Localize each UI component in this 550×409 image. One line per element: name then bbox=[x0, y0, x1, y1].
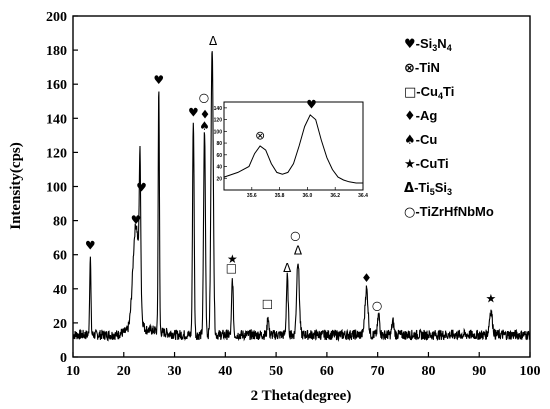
inset-series: 35.6 35.8 36.0 36.2 36.4 20 40 60 80 100 120 140 ⊗ ♥ bbox=[214, 97, 368, 199]
peak-marker: ♥ bbox=[131, 213, 142, 227]
legend-label: -Si bbox=[416, 36, 433, 51]
legend-label: Si bbox=[435, 180, 447, 195]
legend-label: -TiZrHfNbMo bbox=[415, 204, 494, 219]
x-tick-labels: 10 20 30 40 50 60 70 80 90 100 bbox=[66, 364, 541, 379]
legend: ♥-Si3N4⊗-TiN□-Cu4Ti♦-Ag♠-Cu★-CuTiΔ-Ti5Si… bbox=[404, 36, 494, 220]
legend-item: ★-CuTi bbox=[404, 156, 449, 172]
legend-symbol: ★ bbox=[404, 157, 416, 172]
xrd-trace bbox=[72, 51, 531, 342]
inset-peak-marker: ♥ bbox=[306, 97, 317, 111]
y-tick-label: 40 bbox=[53, 283, 67, 298]
inset-y-tick-label: 100 bbox=[214, 129, 223, 135]
peak-marker: ○ bbox=[290, 228, 300, 242]
legend-subscript: 4 bbox=[438, 91, 443, 101]
legend-label: -CuTi bbox=[416, 156, 449, 171]
inset-x-tick-label: 36.0 bbox=[303, 193, 313, 199]
peak-marker: ○ bbox=[372, 298, 382, 312]
peak-marker: □ bbox=[226, 261, 237, 275]
y-tick-label: 180 bbox=[46, 44, 67, 59]
legend-symbol: ♠ bbox=[404, 133, 416, 148]
legend-item: Δ-Ti5Si3 bbox=[404, 180, 452, 197]
inset-y-tick-label: 140 bbox=[214, 106, 223, 112]
legend-label: -Cu bbox=[416, 84, 438, 99]
y-tick-label: 120 bbox=[46, 146, 67, 161]
x-tick-label: 80 bbox=[421, 364, 435, 379]
legend-symbol: ♥ bbox=[404, 37, 416, 52]
y-tick-labels: 0 20 40 60 80 100 120 140 160 180 200 bbox=[46, 10, 67, 366]
x-tick-label: 50 bbox=[269, 364, 283, 379]
x-tick-label: 60 bbox=[320, 364, 334, 379]
x-tick-label: 10 bbox=[66, 364, 80, 379]
inset-x-tick-label: 36.4 bbox=[358, 193, 368, 199]
x-axis-title: 2 Theta(degree) bbox=[251, 388, 352, 404]
series-layer bbox=[72, 51, 531, 342]
y-tick-label: 200 bbox=[46, 10, 67, 25]
peak-marker: ♥ bbox=[136, 181, 147, 195]
y-tick-label: 0 bbox=[60, 351, 67, 366]
legend-subscript: 4 bbox=[447, 43, 452, 53]
y-tick-label: 20 bbox=[53, 317, 67, 332]
legend-symbol: □ bbox=[404, 85, 416, 100]
y-tick-label: 80 bbox=[53, 215, 67, 230]
inset-peak-marker: ⊗ bbox=[255, 129, 265, 143]
x-tick-label: 70 bbox=[371, 364, 385, 379]
peak-marker: ♦ bbox=[200, 107, 211, 121]
legend-label: Ti bbox=[443, 84, 454, 99]
inset-y-tick-label: 40 bbox=[216, 165, 222, 171]
legend-item: ♥-Si3N4 bbox=[404, 36, 452, 53]
inset-frame bbox=[223, 101, 364, 191]
legend-item: ○-TiZrHfNbMo bbox=[404, 204, 494, 220]
peak-marker: ○ bbox=[199, 90, 209, 104]
y-tick-label: 160 bbox=[46, 78, 67, 93]
y-tick-label: 140 bbox=[46, 112, 67, 127]
legend-label: N bbox=[437, 36, 446, 51]
peak-marker: ★ bbox=[486, 291, 497, 305]
legend-subscript: 3 bbox=[447, 187, 452, 197]
peak-annotations: ♥♥♥♥♥○♦♠Δ★□□Δ○Δ♦○ ★ bbox=[85, 34, 496, 312]
inset-chart: 35.6 35.8 36.0 36.2 36.4 20 40 60 80 100 120 140 ⊗ ♥ bbox=[214, 97, 368, 199]
inset-x-tick-label: 35.6 bbox=[247, 193, 257, 199]
legend-symbol: Δ bbox=[404, 181, 414, 196]
inset-y-tick-label: 60 bbox=[216, 153, 222, 159]
x-tick-label: 90 bbox=[472, 364, 486, 379]
legend-item: ♦-Ag bbox=[404, 108, 437, 124]
legend-label: -Ag bbox=[416, 108, 438, 123]
x-tick-label: 100 bbox=[520, 364, 541, 379]
peak-marker: Δ bbox=[209, 34, 218, 48]
peak-marker: Δ bbox=[283, 261, 292, 275]
legend-item: □-Cu4Ti bbox=[404, 84, 454, 101]
peak-marker: Δ bbox=[294, 244, 303, 258]
inset-y-tick-label: 80 bbox=[216, 141, 222, 147]
legend-symbol: ♦ bbox=[404, 109, 416, 124]
x-tick-label: 30 bbox=[168, 364, 182, 379]
peak-marker: ♠ bbox=[199, 119, 210, 133]
x-tick-label: 40 bbox=[218, 364, 232, 379]
legend-item: ♠-Cu bbox=[404, 132, 437, 148]
legend-label: -Ti bbox=[414, 180, 430, 195]
y-tick-label: 60 bbox=[53, 249, 67, 264]
inset-y-tick-label: 20 bbox=[216, 176, 222, 182]
inset-trace bbox=[223, 114, 363, 184]
legend-symbol: ⊗ bbox=[404, 61, 415, 76]
legend-label: -TiN bbox=[415, 60, 440, 75]
legend-symbol: ○ bbox=[404, 205, 415, 220]
y-axis-title: Intensity(cps) bbox=[8, 142, 24, 230]
plot-frame bbox=[72, 15, 531, 358]
inset-y-tick-label: 120 bbox=[214, 118, 223, 124]
peak-marker: ♥ bbox=[85, 239, 96, 253]
peak-marker: □ bbox=[262, 297, 273, 311]
x-tick-label: 20 bbox=[117, 364, 131, 379]
inset-x-tick-label: 36.2 bbox=[330, 193, 340, 199]
legend-label: -Cu bbox=[416, 132, 438, 147]
legend-subscript: 3 bbox=[432, 43, 437, 53]
peak-marker: ♥ bbox=[188, 106, 199, 120]
y-tick-label: 100 bbox=[46, 181, 67, 196]
legend-item: ⊗-TiN bbox=[404, 60, 440, 76]
inset-x-tick-label: 35.8 bbox=[275, 193, 285, 199]
legend-subscript: 5 bbox=[430, 187, 435, 197]
peak-marker: ♦ bbox=[361, 271, 372, 285]
peak-marker: ★ bbox=[227, 252, 238, 266]
peak-marker: ♥ bbox=[153, 73, 164, 87]
